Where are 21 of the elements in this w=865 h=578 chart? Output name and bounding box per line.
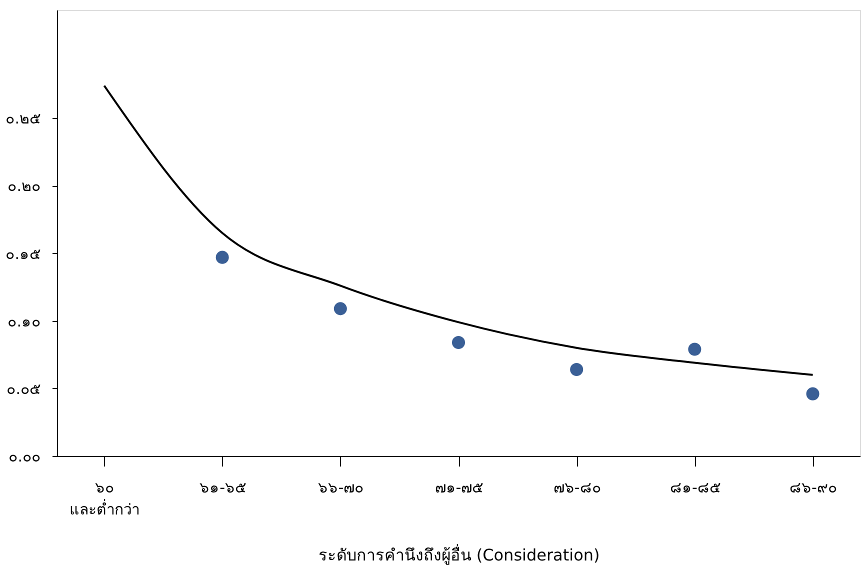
point (452, 336, 466, 349)
y-tick-label: ๐.๑๕ (6, 244, 40, 263)
x-axis-title: ระดับการคำนึงถึงผู้อื่น (Consideration) (318, 544, 600, 566)
x-tick-label: ๘๑-๘๕ (670, 478, 720, 496)
y-tick-label: ๐.๒๕ (6, 110, 40, 128)
x-tick-label: ๗๖-๘๐ (553, 478, 601, 496)
x-tick-label: ๖๐ และต่ำกว่า (70, 478, 140, 518)
y-tick-label: ๐.๑๐ (8, 312, 40, 330)
line-series (103, 84, 814, 376)
x-tick-label: ๗๑-๗๕ (434, 478, 484, 496)
x-tick-label: ๖๑-๖๕ (200, 478, 246, 496)
point (688, 342, 702, 356)
x-tick-label: ๖๖-๗๐ (318, 478, 364, 496)
y-tick-label: ๐.๒๐ (8, 177, 40, 196)
y-tick-label: ๐.๐๕ (6, 380, 40, 398)
x-tick-label: ๘๖-๙๐ (790, 478, 837, 496)
point (806, 387, 820, 400)
point (216, 250, 229, 264)
point (570, 362, 584, 376)
y-tick-label: ๐.๐๐ (8, 448, 40, 466)
point (334, 302, 347, 316)
